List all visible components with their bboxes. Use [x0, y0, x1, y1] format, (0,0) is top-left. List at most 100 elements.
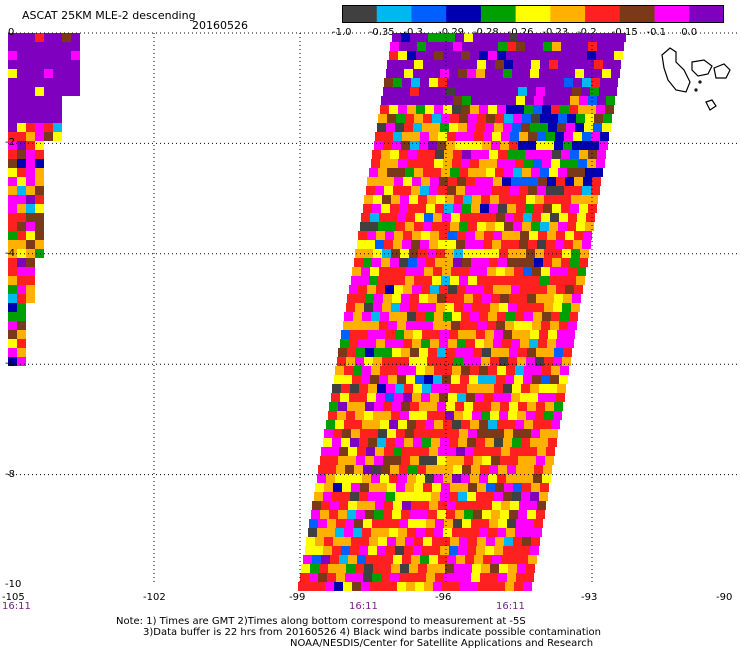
swath-pixel — [486, 429, 495, 438]
swath-pixel — [523, 582, 532, 591]
swath-pixel — [521, 492, 530, 501]
swath-pixel — [359, 438, 368, 447]
swath-pixel — [437, 87, 446, 96]
swath-pixel — [370, 375, 379, 384]
swath-pixel — [362, 474, 371, 483]
swath-pixel — [526, 411, 535, 420]
swath-pixel — [557, 330, 566, 339]
swath-pixel — [390, 42, 399, 51]
swath-pixel — [497, 312, 506, 321]
swath-pixel — [615, 42, 624, 51]
swath-pixel — [468, 222, 477, 231]
swath-pixel — [591, 132, 600, 141]
swath-pixel — [496, 375, 505, 384]
swath-pixel — [530, 492, 539, 501]
swath-pixel — [26, 258, 35, 267]
swath-pixel — [8, 51, 17, 60]
swath-pixel — [17, 150, 26, 159]
swath-pixel — [463, 249, 472, 258]
swath-pixel — [446, 510, 455, 519]
swath-pixel — [398, 474, 407, 483]
swath-pixel — [507, 204, 516, 213]
swath-pixel — [413, 438, 422, 447]
swath-pixel — [460, 213, 469, 222]
swath-pixel — [577, 267, 586, 276]
swath-pixel — [549, 114, 558, 123]
swath-pixel — [435, 96, 444, 105]
swath-pixel — [384, 555, 393, 564]
swath-pixel — [532, 267, 541, 276]
swath-pixel — [540, 60, 549, 69]
swath-pixel — [562, 195, 571, 204]
swath-pixel — [514, 582, 523, 591]
swath-pixel — [546, 186, 555, 195]
swath-pixel — [481, 411, 490, 420]
swath-pixel — [452, 51, 461, 60]
swath-pixel — [348, 555, 357, 564]
swath-pixel — [533, 51, 542, 60]
swath-pixel — [585, 222, 594, 231]
swath-pixel — [403, 393, 412, 402]
swath-pixel — [529, 231, 538, 240]
swath-pixel — [26, 150, 35, 159]
swath-pixel — [476, 438, 485, 447]
swath-pixel — [594, 114, 603, 123]
swath-pixel — [408, 96, 417, 105]
swath-pixel — [451, 267, 460, 276]
swath-pixel — [536, 87, 545, 96]
swath-pixel — [498, 96, 507, 105]
swath-pixel — [390, 96, 399, 105]
swath-pixel — [525, 258, 534, 267]
swath-pixel — [421, 285, 430, 294]
swath-pixel — [500, 33, 509, 42]
colorbar-label: -1.0 — [332, 27, 352, 38]
swath-pixel — [501, 555, 510, 564]
swath-pixel — [512, 492, 521, 501]
swath-pixel — [453, 150, 462, 159]
swath-pixel — [464, 456, 473, 465]
swath-pixel — [542, 105, 551, 114]
swath-pixel — [477, 60, 486, 69]
swath-pixel — [518, 348, 527, 357]
longitude-label: -90 — [716, 592, 733, 603]
swath-pixel — [481, 564, 490, 573]
swath-pixel — [474, 240, 483, 249]
swath-pixel — [495, 114, 504, 123]
swath-pixel — [342, 537, 351, 546]
swath-pixel — [406, 213, 415, 222]
swath-pixel — [373, 195, 382, 204]
swath-pixel — [413, 492, 422, 501]
swath-pixel — [371, 420, 380, 429]
swath-pixel — [464, 294, 473, 303]
swath-pixel — [432, 276, 441, 285]
swath-pixel — [565, 177, 574, 186]
swath-pixel — [17, 195, 26, 204]
swath-pixel — [389, 420, 398, 429]
swath-pixel — [486, 276, 495, 285]
swath-pixel — [463, 357, 472, 366]
swath-pixel — [494, 438, 503, 447]
swath-pixel — [369, 429, 378, 438]
swath-pixel — [507, 96, 516, 105]
swath-pixel — [444, 150, 453, 159]
swath-pixel — [333, 483, 342, 492]
swath-pixel — [505, 213, 514, 222]
swath-pixel — [465, 240, 474, 249]
swath-pixel — [339, 447, 348, 456]
swath-pixel — [513, 276, 522, 285]
swath-pixel — [450, 537, 459, 546]
swath-pixel — [470, 420, 479, 429]
swath-pixel — [406, 375, 415, 384]
swath-pixel — [409, 357, 418, 366]
swath-pixel — [479, 474, 488, 483]
swath-pixel — [401, 87, 410, 96]
swath-pixel — [482, 348, 491, 357]
swath-pixel — [336, 573, 345, 582]
swath-pixel — [550, 321, 559, 330]
swath-pixel — [417, 96, 426, 105]
swath-pixel — [477, 114, 486, 123]
swath-pixel — [329, 510, 338, 519]
swath-pixel — [431, 330, 440, 339]
swath-pixel — [459, 222, 468, 231]
swath-pixel — [459, 537, 468, 546]
